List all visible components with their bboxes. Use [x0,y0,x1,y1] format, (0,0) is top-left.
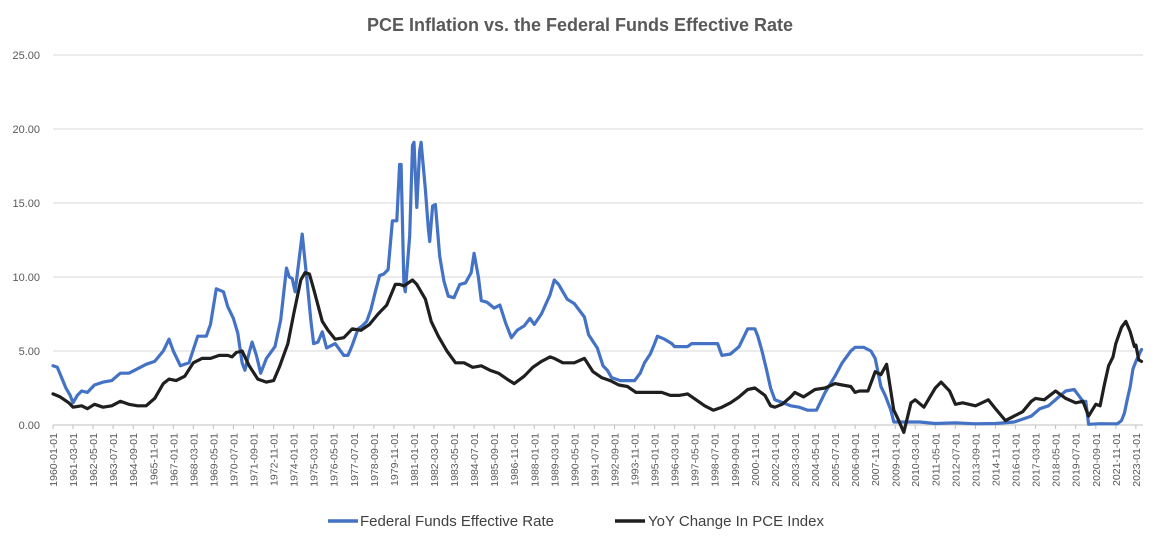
x-tick-label: 2005-07-01 [830,433,842,487]
x-tick-label: 2011-05-01 [930,433,942,486]
x-tick-label: 2017-03-01 [1031,433,1043,487]
x-tick-label: 1971-09-01 [249,433,261,487]
x-tick-label: 2009-01-01 [890,433,902,487]
x-tick-label: 1992-09-01 [610,433,622,487]
x-tick-label: 2014-11-01 [991,433,1003,486]
x-tick-label: 1978-09-01 [369,433,381,487]
x-tick-label: 1979-11-01 [389,433,401,486]
x-tick-label: 1996-03-01 [670,433,682,487]
series-line-pce [51,271,1144,434]
x-tick-label: 2020-09-01 [1091,433,1103,487]
x-tick-label: 2023-01-01 [1131,433,1143,487]
x-axis-ticks: 1960-01-01 1961-03-01 1962-05-01 1963-07-01… [48,425,1143,487]
y-tick-label: 10.00 [12,272,40,284]
x-tick-label: 2021-11-01 [1111,433,1123,486]
x-tick-label: 1963-07-01 [108,433,120,487]
x-tick-label: 1998-07-01 [710,433,722,487]
x-tick-label: 2010-03-01 [910,433,922,487]
x-tick-label: 1988-01-01 [529,433,541,487]
y-tick-label: 0.00 [19,420,40,432]
x-tick-label: 1983-05-01 [449,433,461,487]
x-tick-label: 1961-03-01 [68,433,80,487]
legend-label-pce: YoY Change In PCE Index [648,513,824,530]
legend: Federal Funds Effective Rate YoY Change … [328,513,824,530]
x-tick-label: 1969-05-01 [208,433,220,487]
x-tick-label: 1997-05-01 [690,433,702,487]
x-tick-label: 1962-05-01 [88,433,100,487]
x-tick-label: 2004-05-01 [810,433,822,487]
x-tick-label: 1972-11-01 [269,433,281,486]
x-tick-label: 2012-07-01 [950,433,962,487]
x-tick-label: 1977-07-01 [349,433,361,487]
y-tick-label: 20.00 [12,124,40,136]
x-tick-label: 1974-01-01 [289,433,301,487]
x-tick-label: 1995-01-01 [650,433,662,487]
x-tick-label: 1964-09-01 [128,433,140,487]
x-tick-label: 1975-03-01 [309,433,321,487]
x-tick-label: 1991-07-01 [589,433,601,487]
x-tick-label: 2019-07-01 [1071,433,1083,487]
x-tick-label: 2016-01-01 [1011,433,1023,487]
y-tick-label: 5.00 [19,346,40,358]
x-tick-label: 1985-09-01 [489,433,501,487]
series [51,140,1144,434]
x-tick-label: 1976-05-01 [329,433,341,487]
x-tick-label: 1970-07-01 [228,433,240,487]
x-tick-label: 1989-03-01 [549,433,561,487]
x-tick-label: 1993-11-01 [630,433,642,486]
y-axis-ticks: 0.00 5.00 10.00 15.00 20.00 25.00 [12,50,40,432]
x-tick-label: 2018-05-01 [1051,433,1063,487]
legend-label-fed-funds: Federal Funds Effective Rate [360,513,554,530]
chart-title: PCE Inflation vs. the Federal Funds Effe… [367,15,793,35]
x-tick-label: 1967-01-01 [168,433,180,487]
series-line-fed-funds [51,140,1144,426]
y-tick-label: 25.00 [12,50,40,62]
y-tick-label: 15.00 [12,198,40,210]
x-tick-label: 2006-09-01 [850,433,862,487]
x-tick-label: 1981-01-01 [409,433,421,487]
x-tick-label: 2002-01-01 [770,433,782,487]
x-tick-label: 1984-07-01 [469,433,481,487]
gridlines [53,54,1143,426]
x-tick-label: 2007-11-01 [870,433,882,486]
x-tick-label: 2003-03-01 [790,433,802,487]
x-tick-label: 1990-05-01 [569,433,581,487]
x-tick-label: 1999-09-01 [730,433,742,487]
x-tick-label: 2013-09-01 [970,433,982,487]
x-tick-label: 1960-01-01 [48,433,60,487]
x-tick-label: 1986-11-01 [509,433,521,486]
x-tick-label: 2000-11-01 [750,433,762,486]
x-tick-label: 1965-11-01 [148,433,160,486]
x-tick-label: 1982-03-01 [429,433,441,487]
x-tick-label: 1968-03-01 [188,433,200,487]
